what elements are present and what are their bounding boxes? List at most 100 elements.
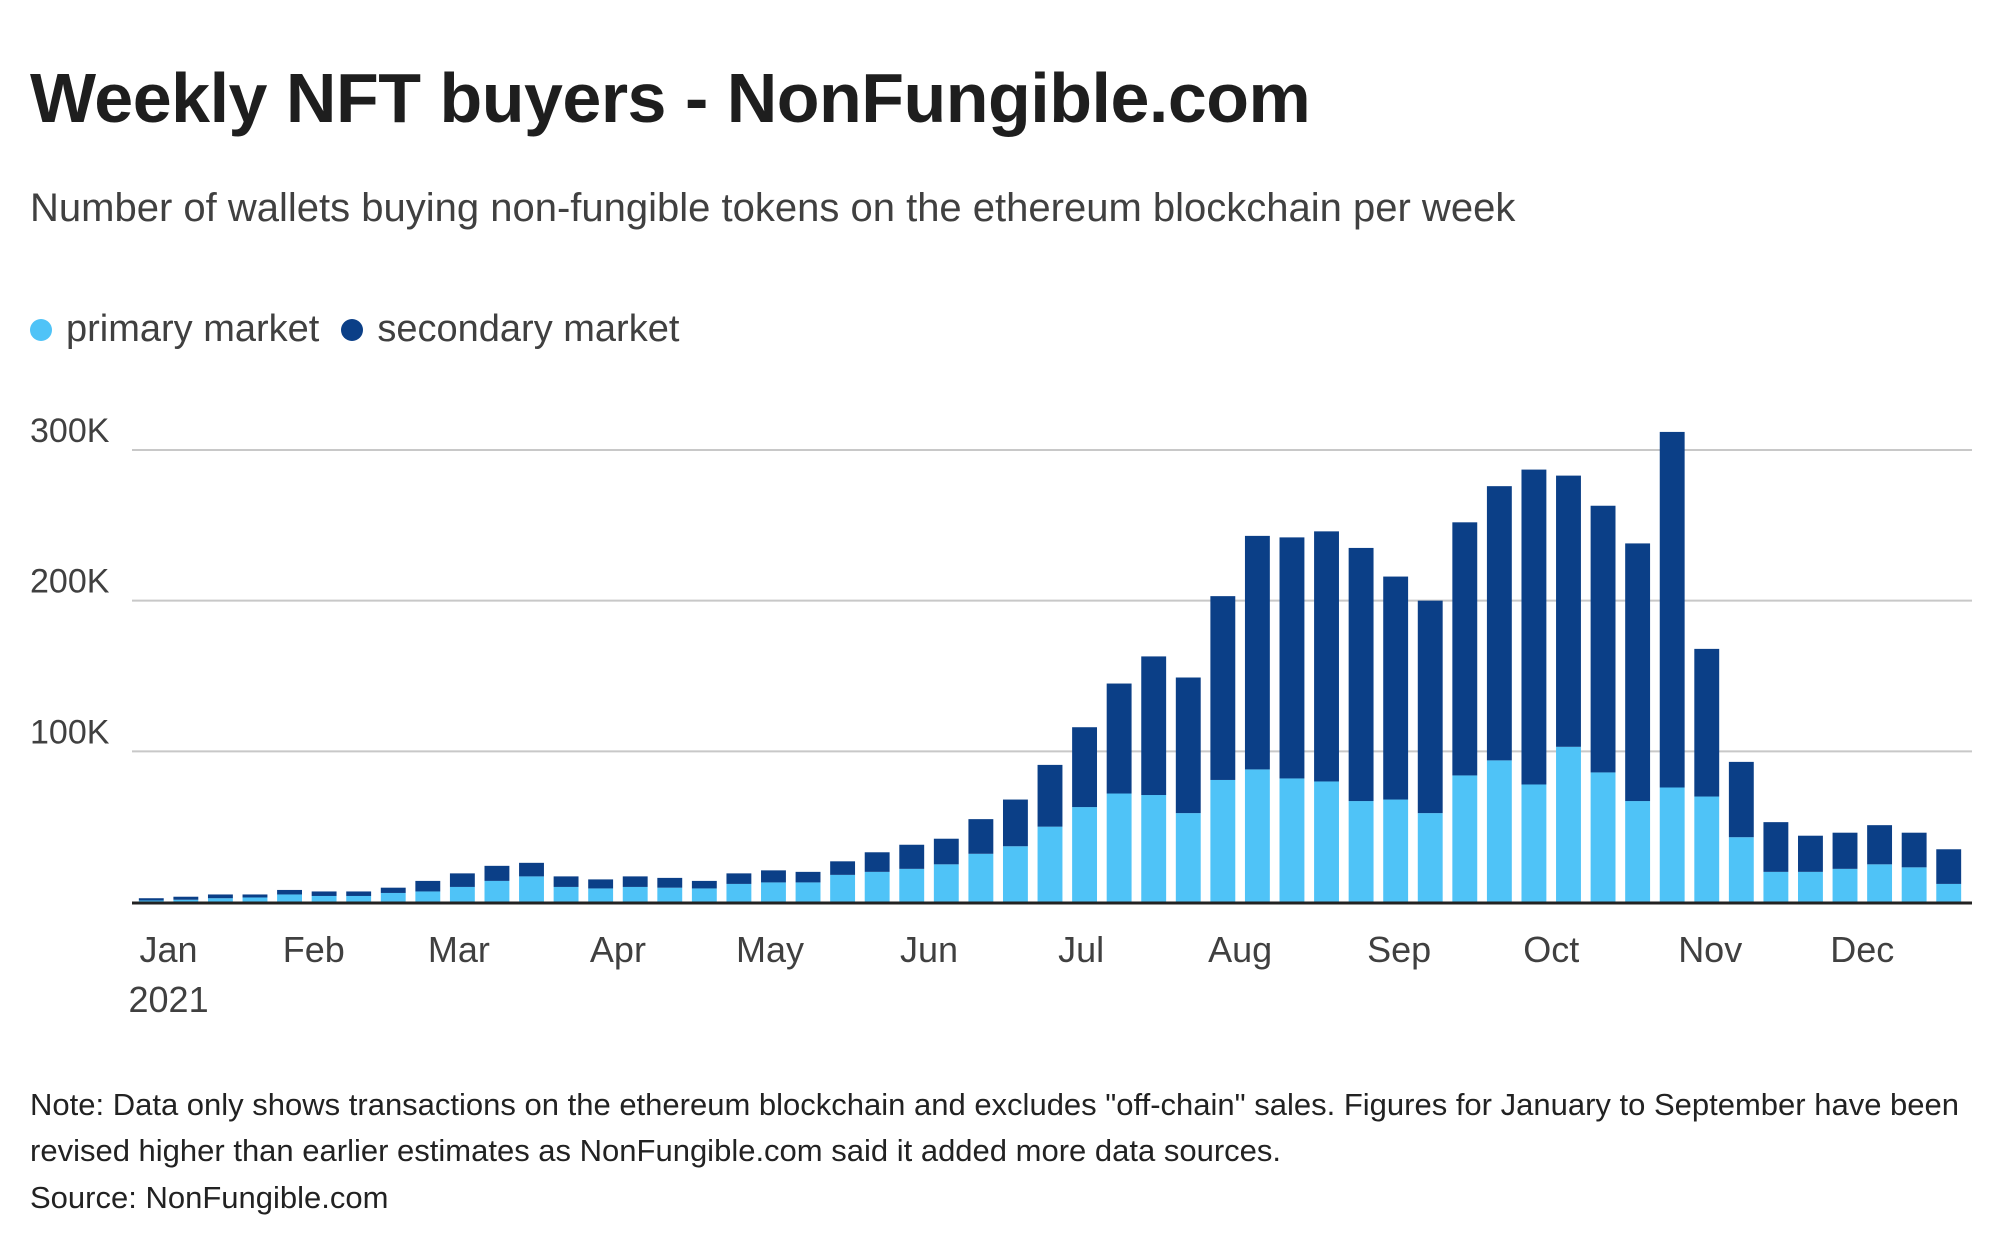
- bar-secondary-0: [138, 898, 164, 901]
- x-tick-label-oct: Oct: [1523, 929, 1579, 970]
- chart-subtitle: Number of wallets buying non-fungible to…: [30, 186, 1516, 230]
- bar-primary-21: [864, 871, 890, 902]
- bar-primary-31: [1210, 779, 1236, 902]
- bar-primary-47: [1763, 871, 1789, 902]
- bar-primary-45: [1694, 796, 1720, 902]
- bar-secondary-37: [1417, 600, 1443, 814]
- bar-primary-52: [1936, 883, 1962, 902]
- bar-secondary-29: [1141, 656, 1167, 796]
- bar-primary-42: [1590, 772, 1616, 902]
- bar-primary-18: [761, 882, 786, 902]
- bar-primary-38: [1452, 775, 1478, 902]
- bar-secondary-28: [1106, 683, 1132, 794]
- bar-secondary-30: [1175, 677, 1201, 814]
- bar-secondary-39: [1486, 486, 1512, 761]
- bar-primary-5: [311, 895, 337, 902]
- bar-primary-19: [795, 882, 821, 902]
- bar-primary-49: [1832, 868, 1858, 902]
- x-tick-label-jun: Jun: [900, 929, 958, 970]
- bar-primary-41: [1556, 746, 1581, 902]
- bar-primary-12: [553, 886, 579, 902]
- bar-secondary-40: [1521, 469, 1547, 785]
- bar-primary-51: [1901, 867, 1927, 902]
- legend-swatch-primary: [30, 318, 52, 341]
- bar-primary-34: [1314, 781, 1339, 902]
- bar-secondary-45: [1694, 648, 1720, 797]
- bar-secondary-17: [726, 873, 752, 884]
- bar-secondary-52: [1936, 849, 1962, 884]
- bar-secondary-16: [691, 880, 717, 889]
- bar-primary-39: [1486, 760, 1512, 902]
- bar-primary-8: [415, 891, 441, 902]
- bar-secondary-35: [1348, 547, 1374, 802]
- bar-secondary-2: [207, 894, 233, 899]
- x-tick-label-dec: Dec: [1830, 929, 1894, 970]
- bar-primary-25: [1002, 846, 1028, 902]
- x-tick-label-jul: Jul: [1058, 929, 1104, 970]
- bar-secondary-42: [1590, 505, 1616, 773]
- bar-primary-11: [519, 876, 544, 902]
- bar-primary-7: [380, 892, 406, 902]
- bar-primary-20: [830, 874, 856, 902]
- bar-secondary-43: [1625, 543, 1651, 802]
- bar-secondary-13: [588, 879, 614, 889]
- bar-secondary-20: [830, 861, 856, 875]
- bar-primary-14: [622, 886, 648, 902]
- bar-secondary-41: [1556, 475, 1581, 747]
- bars: [138, 431, 1962, 902]
- bar-secondary-9: [449, 873, 475, 887]
- x-tick-label-feb: Feb: [283, 929, 345, 970]
- bar-secondary-49: [1832, 832, 1858, 869]
- legend: primary market secondary market: [30, 308, 701, 351]
- y-tick-label-0: 100K: [30, 713, 110, 751]
- bar-primary-35: [1348, 801, 1374, 902]
- bar-secondary-38: [1452, 522, 1478, 776]
- bar-secondary-5: [311, 891, 337, 896]
- bar-primary-23: [933, 864, 959, 902]
- bar-secondary-25: [1002, 799, 1028, 847]
- x-tick-label-may: May: [736, 929, 804, 970]
- bar-primary-43: [1625, 801, 1651, 902]
- bar-secondary-36: [1383, 576, 1409, 800]
- y-tick-label-2: 300K: [30, 412, 110, 450]
- bar-secondary-48: [1798, 835, 1823, 872]
- chart-title: Weekly NFT buyers - NonFungible.com: [30, 59, 1311, 137]
- bar-primary-17: [726, 883, 752, 902]
- legend-label-secondary: secondary market: [377, 308, 680, 350]
- bar-primary-33: [1279, 778, 1305, 902]
- bar-secondary-12: [553, 876, 579, 887]
- legend-item-secondary: secondary market: [341, 308, 679, 351]
- bar-primary-26: [1037, 826, 1063, 902]
- bar-primary-46: [1728, 837, 1754, 902]
- bar-secondary-11: [519, 862, 544, 877]
- x-tick-label-jan: Jan: [140, 929, 198, 970]
- bar-secondary-33: [1279, 537, 1305, 779]
- bar-primary-0: [138, 900, 164, 902]
- bar-secondary-19: [795, 871, 821, 883]
- bar-primary-4: [277, 894, 302, 902]
- bar-chart: 100K 200K 300K Jan Feb Mar Apr May Jun Jul Aug Sep O…: [30, 412, 1972, 1020]
- bar-primary-30: [1175, 813, 1201, 902]
- bar-primary-27: [1072, 807, 1098, 902]
- bar-secondary-8: [415, 880, 441, 892]
- x-tick-label-apr: Apr: [590, 929, 646, 970]
- bar-primary-24: [968, 853, 994, 902]
- legend-item-primary: primary market: [30, 308, 319, 351]
- bar-secondary-18: [761, 870, 786, 883]
- bar-secondary-15: [657, 877, 683, 888]
- bar-secondary-7: [380, 887, 406, 893]
- bar-primary-3: [242, 897, 268, 902]
- bar-primary-48: [1798, 871, 1823, 902]
- bar-secondary-46: [1728, 761, 1754, 838]
- legend-swatch-secondary: [341, 318, 364, 341]
- axis-labels: 100K 200K 300K Jan Feb Mar Apr May Jun Jul Aug Sep O…: [30, 412, 1894, 1020]
- bar-secondary-21: [864, 852, 890, 872]
- bar-primary-9: [449, 886, 475, 902]
- bar-secondary-22: [899, 844, 925, 869]
- x-tick-label-nov: Nov: [1678, 929, 1742, 970]
- bar-primary-36: [1383, 799, 1409, 902]
- bar-primary-1: [173, 899, 199, 902]
- chart-source: Source: NonFungible.com: [30, 1180, 389, 1215]
- bar-secondary-51: [1901, 832, 1927, 868]
- x-tick-label-mar: Mar: [428, 929, 490, 970]
